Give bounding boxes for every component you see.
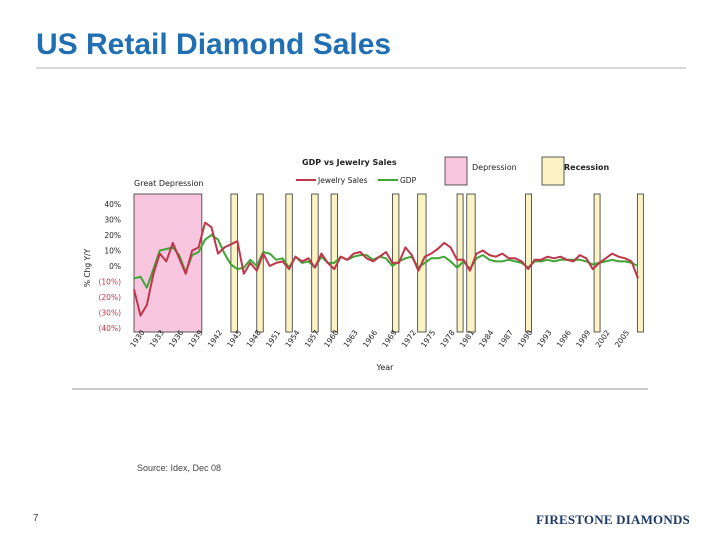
y-tick-label: 20% [104,231,121,240]
legend-recession-swatch [541,156,565,186]
recession-band [466,193,476,333]
source-note: Source: Idex, Dec 08 [137,463,222,473]
great-depression-annotation: Great Depression [134,179,204,188]
y-tick-label: 0% [109,262,121,271]
title-divider [36,67,686,69]
y-tick-label: 40% [104,200,121,209]
legend-depression-swatch [444,156,468,186]
legend-recession-label: Recession [564,163,610,172]
y-tick-label: (30%) [98,309,121,318]
firestone-diamonds-logo: FIRESTONE DIAMONDS [536,512,690,527]
page-number: 7 [33,513,39,524]
y-tick-label: (40%) [98,324,121,333]
slide-title: US Retail Diamond Sales [36,28,392,61]
y-tick-label: 10% [104,247,121,256]
recession-band [230,193,238,333]
jewelry-sales-series-line [133,221,639,317]
recession-band [525,193,532,333]
y-axis-label: % Chg Y/Y [83,248,92,287]
recession-band [636,193,644,333]
x-axis-label: Year [376,363,395,372]
legend-depression-label: Depression [472,163,517,172]
y-tick-label: (10%) [98,278,121,287]
legend-jewelry-label: Jewelry Sales [317,176,368,185]
gdp-vs-jewelry-chart: 40%30%20%10%0%(10%)(20%)(30%)(40%) 1930 19… [72,152,648,392]
y-tick-label: (20%) [98,293,121,302]
gdp-series-line [133,234,639,289]
chart-title: GDP vs Jewelry Sales [302,158,397,167]
legend-gdp-label: GDP [400,176,417,185]
y-tick-label: 30% [104,216,121,225]
